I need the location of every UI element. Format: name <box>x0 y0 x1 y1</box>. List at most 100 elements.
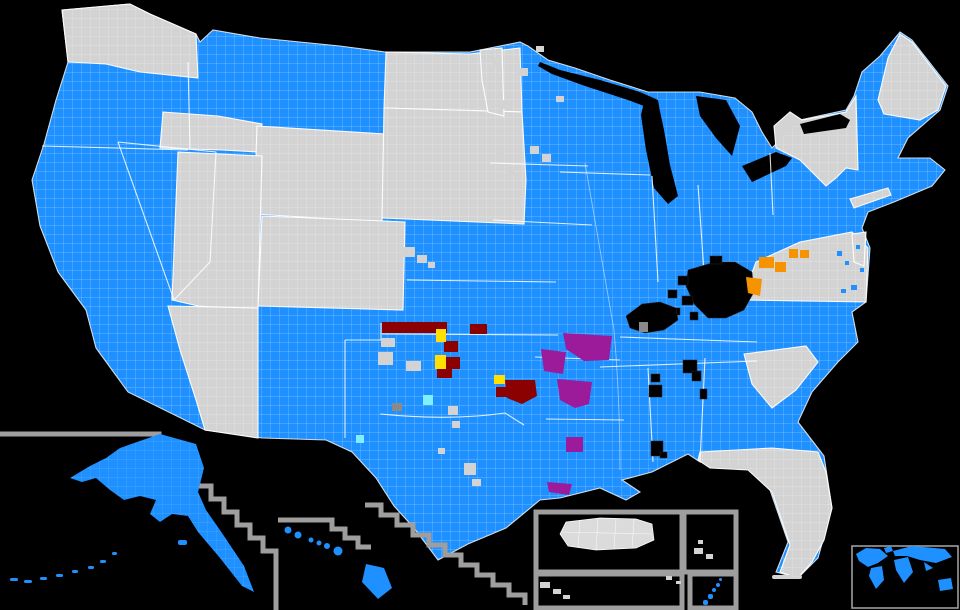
county <box>437 369 452 378</box>
island <box>40 577 47 580</box>
island <box>316 540 322 546</box>
alaska-grid <box>70 434 254 592</box>
state-border-line <box>651 175 659 283</box>
island <box>112 552 117 555</box>
continent-south-america <box>869 566 884 589</box>
island <box>703 600 708 605</box>
county <box>492 58 501 66</box>
island <box>100 560 106 563</box>
county <box>448 406 458 415</box>
county <box>500 100 512 109</box>
county <box>530 146 539 154</box>
county <box>505 380 537 404</box>
state-border-line <box>599 360 758 368</box>
county <box>381 338 395 347</box>
island <box>308 537 314 543</box>
hawaii-inset <box>284 526 392 599</box>
county <box>557 379 592 408</box>
island <box>708 594 713 599</box>
island <box>706 554 713 559</box>
cyan-counties <box>356 395 433 443</box>
county <box>648 384 663 398</box>
county <box>775 262 786 272</box>
county <box>689 311 699 321</box>
island <box>716 583 720 587</box>
kodiak-island <box>178 540 187 545</box>
county <box>496 387 508 397</box>
county <box>541 349 566 374</box>
island <box>333 546 343 556</box>
county <box>382 322 447 333</box>
county <box>452 421 460 428</box>
pacific-territories-box <box>533 571 685 610</box>
island <box>719 578 722 581</box>
virgin-islands-box <box>681 509 739 575</box>
county <box>444 357 460 369</box>
island <box>698 540 703 544</box>
island <box>10 578 18 581</box>
lake-ontario <box>800 114 850 134</box>
county <box>682 359 698 374</box>
state-border-line <box>489 162 589 167</box>
county <box>563 333 612 361</box>
lake-michigan <box>641 98 678 204</box>
county <box>667 289 678 299</box>
black-county-clusters <box>625 255 755 459</box>
county <box>508 170 514 176</box>
territory-insets <box>533 509 739 610</box>
county <box>851 285 857 290</box>
county <box>472 479 481 486</box>
state-border-line <box>492 219 593 226</box>
orange-county-cluster <box>746 249 809 296</box>
county <box>860 268 864 272</box>
state-border-line <box>619 336 758 343</box>
county <box>428 262 435 268</box>
county <box>423 395 433 405</box>
county <box>659 451 668 459</box>
county <box>800 250 809 258</box>
state-border-line <box>117 141 175 301</box>
county <box>845 261 849 265</box>
island <box>676 581 681 584</box>
continent-africa <box>894 557 913 583</box>
county <box>556 96 564 102</box>
county <box>677 275 689 286</box>
county <box>746 277 762 296</box>
county <box>699 388 708 400</box>
yellow-county-cluster <box>435 329 505 384</box>
county <box>709 255 723 265</box>
maroon-county-cluster <box>382 322 537 404</box>
lake-superior <box>538 62 660 112</box>
county <box>444 341 458 352</box>
county <box>789 249 798 258</box>
state-border-line <box>41 145 189 151</box>
state-border-line <box>697 184 705 273</box>
island <box>284 526 292 534</box>
state-border-line <box>545 418 625 421</box>
island <box>24 580 32 583</box>
island <box>553 589 561 594</box>
county <box>837 251 842 256</box>
world-continents <box>856 546 953 591</box>
island <box>56 574 63 577</box>
state-border-line <box>699 357 706 463</box>
hawaii-inset-border <box>278 517 371 550</box>
marianas-box <box>687 571 739 610</box>
county <box>639 322 648 332</box>
state-border-line <box>379 412 525 426</box>
puerto-rico-island <box>559 517 655 551</box>
island <box>324 543 330 549</box>
county <box>436 329 446 342</box>
county <box>518 68 528 76</box>
county <box>681 295 694 306</box>
county <box>392 403 402 411</box>
continent-australia <box>938 578 953 591</box>
hawaii-big-island <box>362 564 392 599</box>
county <box>417 255 427 263</box>
lake-erie <box>742 152 792 182</box>
world-locator-inset <box>851 545 959 609</box>
continent-southeast-asia <box>924 562 933 571</box>
county <box>542 154 551 162</box>
